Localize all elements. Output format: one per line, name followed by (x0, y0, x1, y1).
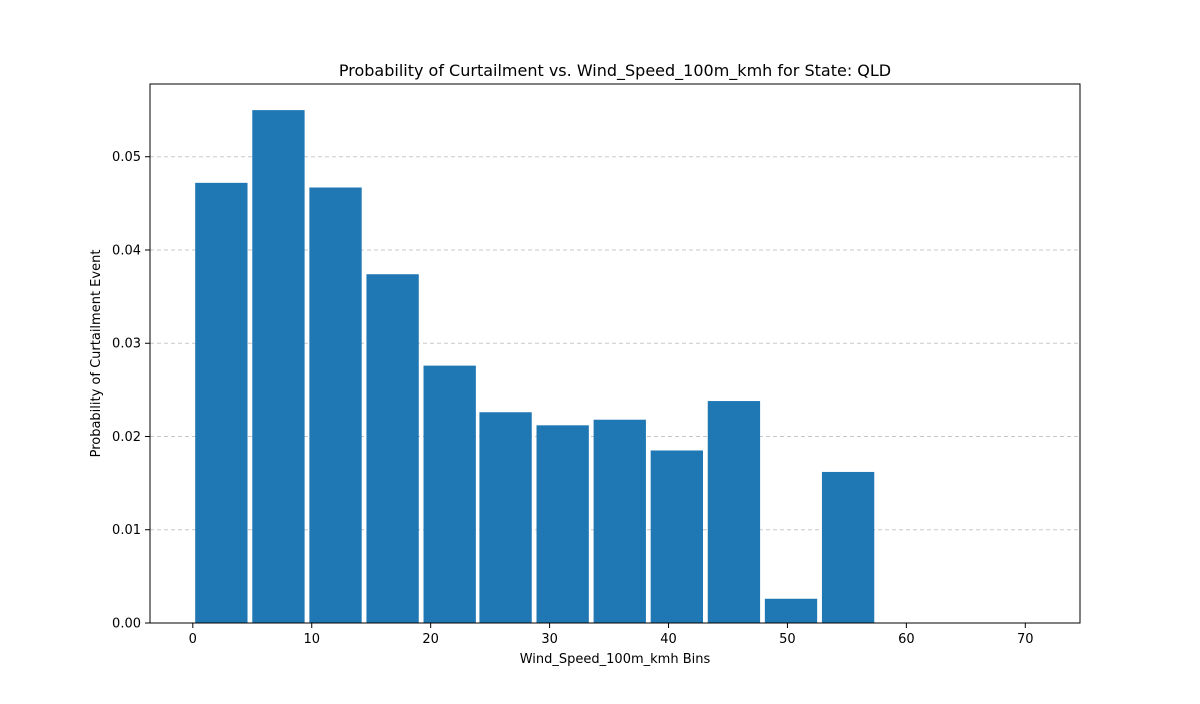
bar (764, 598, 818, 623)
bars (195, 110, 875, 624)
bar (650, 450, 704, 623)
x-axis-label: Wind_Speed_100m_kmh Bins (520, 652, 711, 667)
bar (821, 471, 875, 623)
y-axis-label: Probability of Curtailment Event (89, 250, 104, 458)
x-axis-ticks: 0 10 20 30 40 50 60 70 (189, 623, 1034, 647)
bar (593, 419, 646, 623)
y-tick-label: 0.04 (112, 243, 141, 258)
x-tick-label: 20 (422, 632, 439, 647)
y-axis-ticks: 0.00 0.01 0.02 0.03 0.04 0.05 (112, 150, 150, 632)
chart-title: Probability of Curtailment vs. Wind_Spee… (339, 61, 891, 81)
bar (309, 187, 362, 623)
x-tick-label: 50 (779, 632, 796, 647)
y-tick-label: 0.01 (112, 523, 141, 538)
plot-frame (149, 83, 1081, 624)
x-tick-label: 60 (898, 632, 915, 647)
bar (252, 110, 305, 624)
y-tick-label: 0.05 (112, 150, 141, 165)
x-tick-label: 30 (541, 632, 558, 647)
x-tick-label: 0 (189, 632, 197, 647)
y-tick-label: 0.02 (112, 430, 141, 445)
bar (479, 412, 532, 623)
bar (707, 401, 761, 623)
bar (423, 365, 476, 623)
y-tick-label: 0.03 (112, 337, 141, 352)
x-tick-label: 70 (1017, 632, 1034, 647)
bar (195, 182, 248, 623)
x-tick-label: 10 (303, 632, 320, 647)
bar (366, 274, 419, 623)
bar (536, 425, 589, 623)
x-tick-label: 40 (660, 632, 677, 647)
y-tick-label: 0.00 (112, 617, 141, 632)
